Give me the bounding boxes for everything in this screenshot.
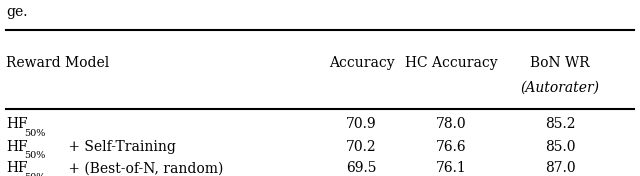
Text: HF: HF xyxy=(6,118,28,131)
Text: Accuracy: Accuracy xyxy=(329,56,394,70)
Text: 85.2: 85.2 xyxy=(545,118,575,131)
Text: 69.5: 69.5 xyxy=(346,162,377,175)
Text: HF: HF xyxy=(6,140,28,154)
Text: 70.9: 70.9 xyxy=(346,118,377,131)
Text: 76.1: 76.1 xyxy=(436,162,467,175)
Text: HF: HF xyxy=(6,162,28,175)
Text: ge.: ge. xyxy=(6,5,28,19)
Text: Reward Model: Reward Model xyxy=(6,56,109,70)
Text: 50%: 50% xyxy=(24,172,45,176)
Text: + (Best-of-N, random): + (Best-of-N, random) xyxy=(64,162,223,175)
Text: (Autorater): (Autorater) xyxy=(520,81,600,95)
Text: 50%: 50% xyxy=(24,151,45,160)
Text: BoN WR: BoN WR xyxy=(530,56,590,70)
Text: HC Accuracy: HC Accuracy xyxy=(405,56,497,70)
Text: 85.0: 85.0 xyxy=(545,140,575,154)
Text: 70.2: 70.2 xyxy=(346,140,377,154)
Text: 87.0: 87.0 xyxy=(545,162,575,175)
Text: 76.6: 76.6 xyxy=(436,140,467,154)
Text: 78.0: 78.0 xyxy=(436,118,467,131)
Text: + Self-Training: + Self-Training xyxy=(64,140,176,154)
Text: 50%: 50% xyxy=(24,128,45,137)
